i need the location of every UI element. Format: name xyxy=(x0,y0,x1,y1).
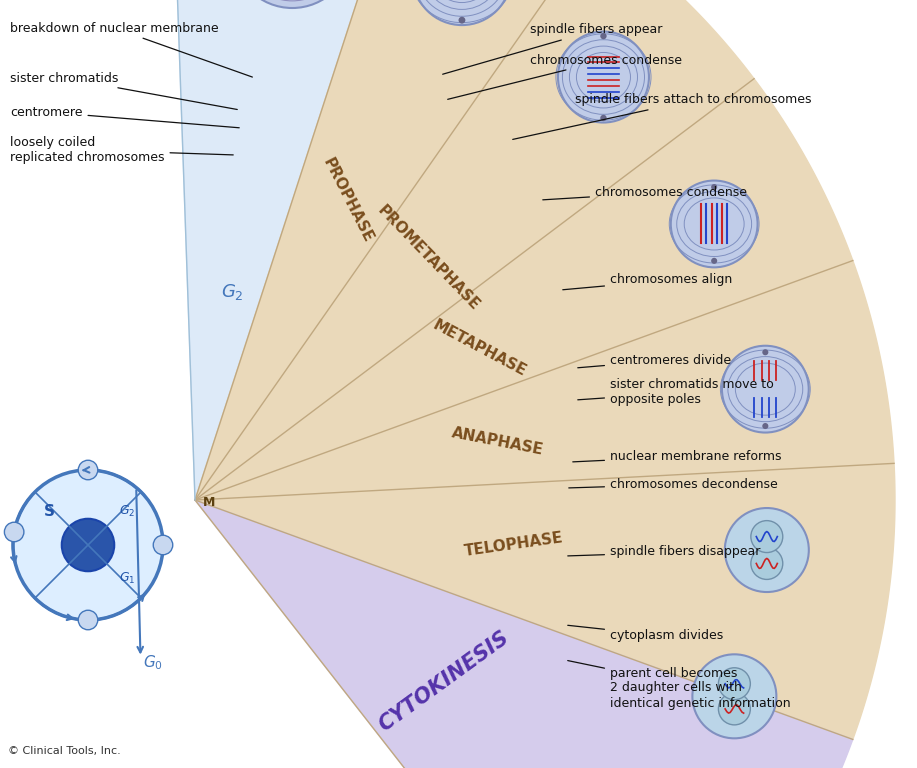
Circle shape xyxy=(718,693,750,725)
Polygon shape xyxy=(195,463,895,740)
Text: nuclear membrane reforms: nuclear membrane reforms xyxy=(573,449,781,462)
Polygon shape xyxy=(195,0,754,500)
Polygon shape xyxy=(195,79,853,500)
Text: METAPHASE: METAPHASE xyxy=(430,318,528,380)
Circle shape xyxy=(718,667,750,700)
Text: M: M xyxy=(203,495,215,508)
Text: parent cell becomes
2 daughter cells with
identical genetic information: parent cell becomes 2 daughter cells wit… xyxy=(568,660,790,710)
Circle shape xyxy=(78,460,98,480)
Circle shape xyxy=(233,0,352,8)
Circle shape xyxy=(712,184,717,190)
Text: $G_2$: $G_2$ xyxy=(221,282,244,302)
Circle shape xyxy=(724,508,809,592)
Polygon shape xyxy=(171,0,412,500)
Text: spindle fibers attach to chromosomes: spindle fibers attach to chromosomes xyxy=(513,94,812,140)
Circle shape xyxy=(61,518,115,571)
Circle shape xyxy=(153,535,172,554)
Text: $G_1$: $G_1$ xyxy=(119,571,135,586)
Circle shape xyxy=(692,654,777,738)
Text: © Clinical Tools, Inc.: © Clinical Tools, Inc. xyxy=(8,746,121,756)
Polygon shape xyxy=(195,500,853,768)
Text: spindle fibers disappear: spindle fibers disappear xyxy=(568,545,760,558)
Circle shape xyxy=(601,33,607,39)
Text: centromere: centromere xyxy=(10,105,239,127)
Text: PROPHASE: PROPHASE xyxy=(320,156,375,246)
Text: chromosomes decondense: chromosomes decondense xyxy=(569,478,778,491)
Circle shape xyxy=(751,548,783,579)
Text: TELOPHASE: TELOPHASE xyxy=(463,531,565,559)
Text: ANAPHASE: ANAPHASE xyxy=(450,425,545,458)
Text: loosely coiled
replicated chromosomes: loosely coiled replicated chromosomes xyxy=(10,136,233,164)
Circle shape xyxy=(712,258,717,264)
Circle shape xyxy=(458,17,465,24)
Circle shape xyxy=(670,180,757,267)
Text: S: S xyxy=(43,504,54,518)
Circle shape xyxy=(13,470,163,620)
Circle shape xyxy=(5,522,24,541)
Text: sister chromatids: sister chromatids xyxy=(10,71,238,110)
Text: PROMETAPHASE: PROMETAPHASE xyxy=(374,203,482,313)
Polygon shape xyxy=(195,260,894,500)
Circle shape xyxy=(762,423,768,429)
Text: sister chromatids move to
opposite poles: sister chromatids move to opposite poles xyxy=(578,378,774,406)
Polygon shape xyxy=(195,0,596,500)
Circle shape xyxy=(558,31,649,123)
Circle shape xyxy=(413,0,511,25)
Text: CYTOKINESIS: CYTOKINESIS xyxy=(375,627,514,735)
Text: breakdown of nuclear membrane: breakdown of nuclear membrane xyxy=(10,22,252,77)
Text: cytoplasm divides: cytoplasm divides xyxy=(568,625,724,643)
Text: chromosomes condense: chromosomes condense xyxy=(447,54,682,99)
Text: $G_2$: $G_2$ xyxy=(119,504,135,519)
Circle shape xyxy=(751,521,783,552)
Circle shape xyxy=(722,346,809,432)
Text: centromeres divide: centromeres divide xyxy=(578,353,731,368)
Circle shape xyxy=(78,611,98,630)
Text: $G_0$: $G_0$ xyxy=(142,653,162,672)
Circle shape xyxy=(601,114,607,121)
Text: chromosomes align: chromosomes align xyxy=(563,273,733,290)
Circle shape xyxy=(762,349,768,356)
Text: spindle fibers appear: spindle fibers appear xyxy=(443,24,662,74)
Text: chromosomes condense: chromosomes condense xyxy=(543,186,747,200)
